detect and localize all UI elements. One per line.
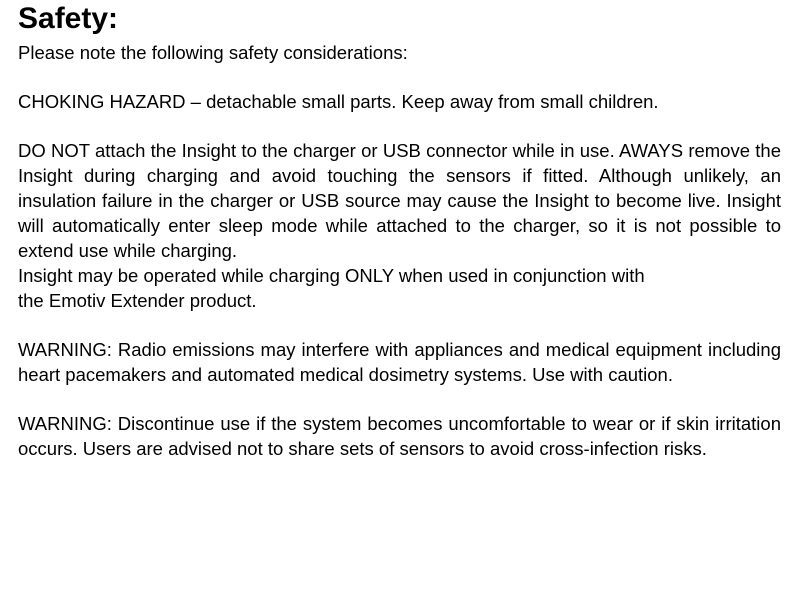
choking-hazard-paragraph: CHOKING HAZARD – detachable small parts.…	[18, 90, 781, 115]
discomfort-warning-paragraph: WARNING: Discontinue use if the system b…	[18, 412, 781, 462]
charger-warning-block: DO NOT attach the Insight to the charger…	[18, 139, 781, 314]
intro-paragraph: Please note the following safety conside…	[18, 41, 781, 66]
charger-warning-tail-line-1: Insight may be operated while charging O…	[18, 264, 781, 289]
charger-warning-tail-line-2: the Emotiv Extender product.	[18, 289, 781, 314]
charger-warning-justified: DO NOT attach the Insight to the charger…	[18, 139, 781, 264]
radio-warning-paragraph: WARNING: Radio emissions may interfere w…	[18, 338, 781, 388]
safety-heading: Safety:	[18, 0, 781, 35]
